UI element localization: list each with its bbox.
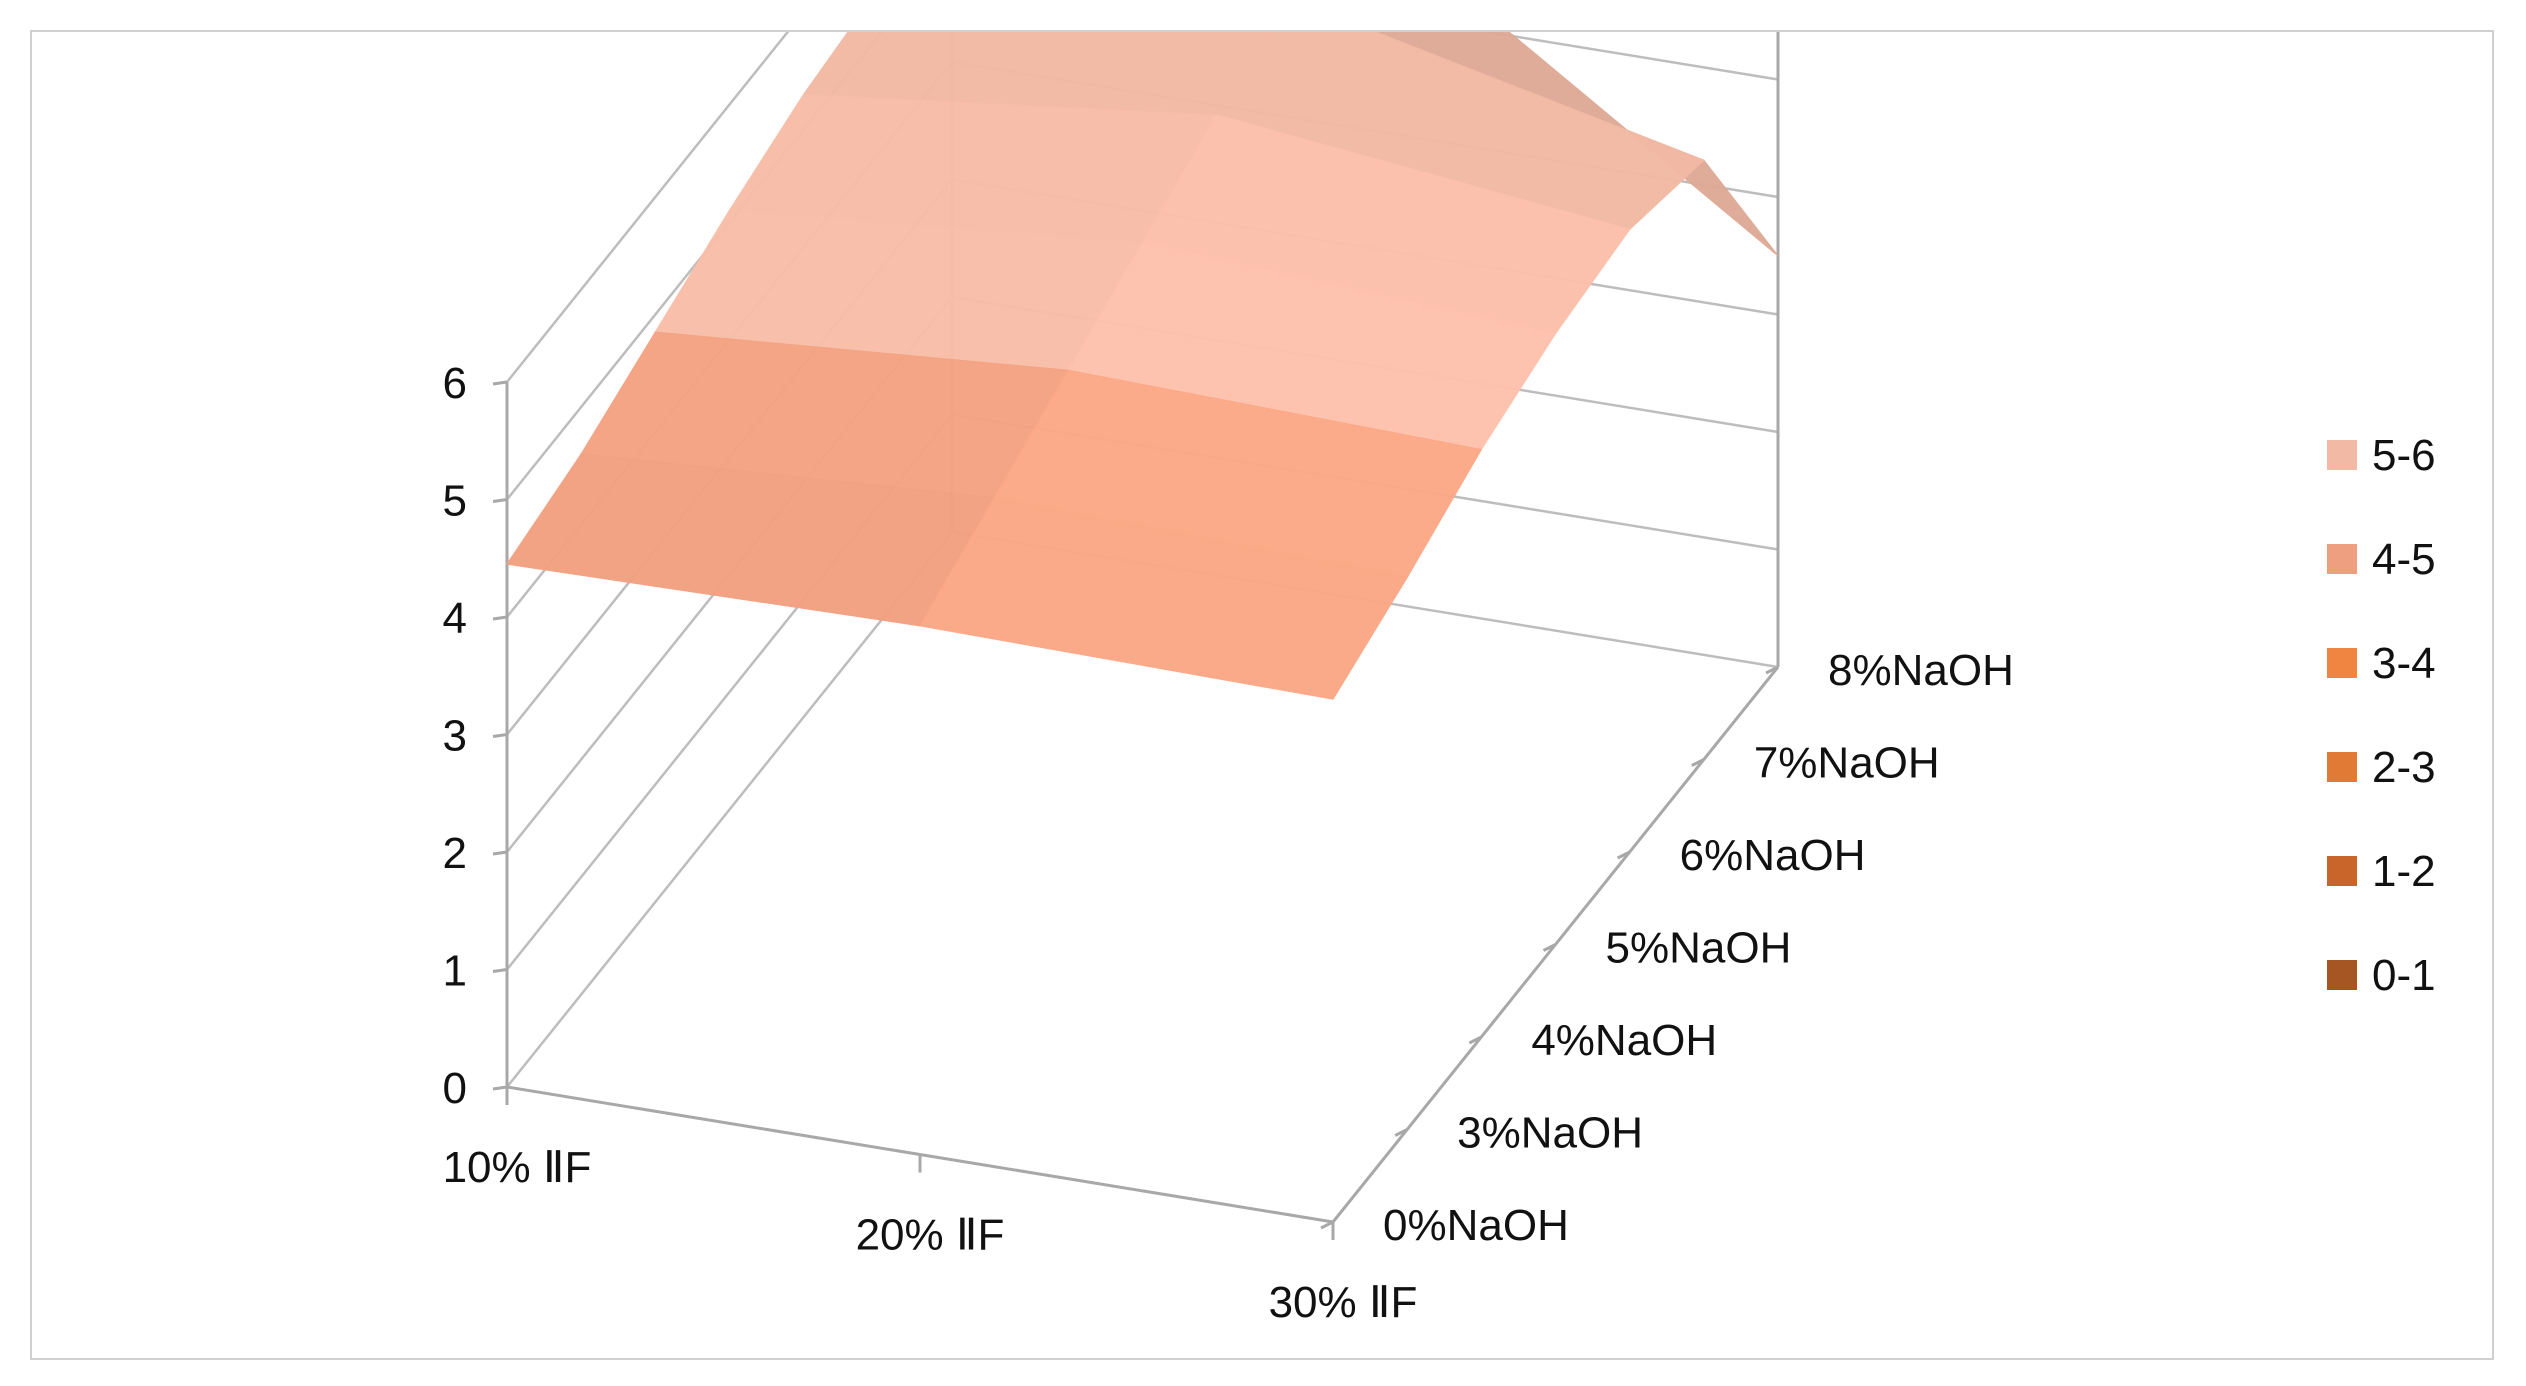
gridline-6 bbox=[506, 32, 790, 383]
z-tick-label-0: 0 bbox=[443, 1064, 467, 1113]
depth-tick-label-4: 6%NaOH bbox=[1680, 831, 1866, 880]
z-tick-mark-2 bbox=[492, 850, 508, 856]
z-tick-label-2: 2 bbox=[443, 829, 467, 878]
depth-tick-mark-2 bbox=[1468, 1035, 1483, 1045]
legend-label-5-6: 5-6 bbox=[2372, 431, 2436, 480]
legend-label-2-3: 2-3 bbox=[2372, 743, 2436, 792]
z-tick-label-3: 3 bbox=[443, 712, 467, 761]
x-tick-label-1: 20% ⅡF bbox=[856, 1211, 1005, 1260]
x-axis-ticks: 10% ⅡF 20% ⅡF 30% ⅡF bbox=[443, 1087, 1418, 1327]
z-tick-label-4: 4 bbox=[443, 594, 467, 643]
legend-swatch-3-4 bbox=[2327, 648, 2357, 678]
z-axis-ticks: 0 1 2 3 4 5 6 bbox=[443, 359, 508, 1113]
surface-chart: 0 1 2 3 4 5 6 10% ⅡF 20% ⅡF 30% ⅡF 0%NaOH 3%NaOH 4… bbox=[443, 32, 2436, 1327]
depth-tick-label-3: 5%NaOH bbox=[1606, 924, 1792, 973]
x-tick-label-0: 10% ⅡF bbox=[443, 1143, 592, 1192]
depth-tick-label-5: 7%NaOH bbox=[1754, 739, 1940, 788]
z-tick-label-1: 1 bbox=[443, 947, 467, 996]
depth-tick-label-6: 8%NaOH bbox=[1828, 646, 2014, 695]
legend-swatch-0-1 bbox=[2327, 960, 2357, 990]
depth-tick-mark-5 bbox=[1691, 758, 1705, 767]
depth-tick-label-2: 4%NaOH bbox=[1531, 1016, 1717, 1065]
surface bbox=[505, 32, 1779, 700]
legend-swatch-1-2 bbox=[2327, 856, 2357, 886]
legend-label-4-5: 4-5 bbox=[2372, 535, 2436, 584]
z-tick-mark-1 bbox=[492, 968, 508, 973]
z-tick-label-6: 6 bbox=[443, 359, 467, 408]
depth-tick-mark-4 bbox=[1616, 850, 1631, 860]
depth-tick-label-1: 3%NaOH bbox=[1457, 1109, 1643, 1158]
surface-patch-0-1 bbox=[919, 497, 1409, 700]
z-tick-mark-6 bbox=[492, 380, 508, 386]
x-tick-label-2: 30% ⅡF bbox=[1269, 1278, 1418, 1327]
depth-tick-mark-3 bbox=[1542, 943, 1557, 952]
z-tick-mark-3 bbox=[492, 733, 508, 738]
z-tick-mark-0 bbox=[492, 1085, 508, 1091]
legend-swatch-2-3 bbox=[2327, 752, 2357, 782]
legend-label-0-1: 0-1 bbox=[2372, 951, 2436, 1000]
depth-axis-ticks: 0%NaOH 3%NaOH 4%NaOH 5%NaOH 6%NaOH 7%NaOH 8%Na… bbox=[1320, 646, 2014, 1250]
legend-label-3-4: 3-4 bbox=[2372, 639, 2436, 688]
z-tick-mark-4 bbox=[492, 615, 508, 621]
depth-tick-mark-1 bbox=[1394, 1128, 1408, 1137]
depth-tick-mark-6 bbox=[1765, 665, 1779, 675]
z-tick-mark-5 bbox=[492, 498, 508, 503]
chart-frame: 0 1 2 3 4 5 6 10% ⅡF 20% ⅡF 30% ⅡF 0%NaOH 3%NaOH 4… bbox=[30, 30, 2494, 1360]
depth-tick-label-0: 0%NaOH bbox=[1383, 1201, 1569, 1250]
legend-swatch-4-5 bbox=[2327, 544, 2357, 574]
legend-label-1-2: 1-2 bbox=[2372, 847, 2436, 896]
legend-swatch-5-6 bbox=[2327, 440, 2357, 470]
z-tick-label-5: 5 bbox=[443, 477, 467, 526]
depth-tick-mark-0 bbox=[1320, 1220, 1334, 1230]
legend: 5-6 4-5 3-4 2-3 1-2 0-1 bbox=[2327, 431, 2436, 1000]
